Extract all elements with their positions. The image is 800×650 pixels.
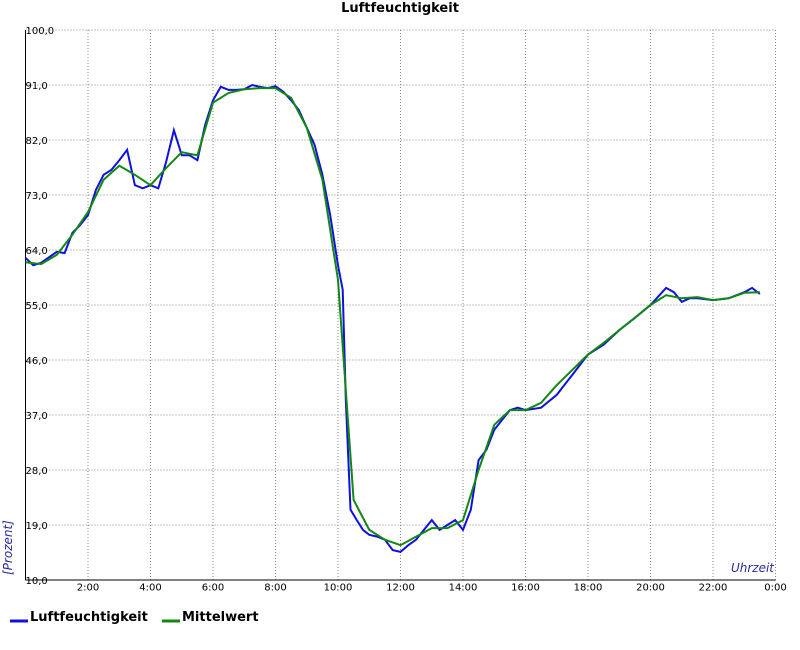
x-tick-label: 22:00 [699,582,728,593]
y-tick-label: 91,0 [26,81,48,92]
data-line [24,83,761,553]
x-tick-label: 4:00 [139,582,161,593]
y-tick-label: 28,0 [26,466,48,477]
y-tick-label: 46,0 [26,356,48,367]
legend-label: Mittelwert [182,610,259,625]
y-tick-label: 55,0 [26,301,48,312]
y-tick-label: 10,0 [26,576,48,587]
legend-label: Luftfeuchtigkeit [30,610,148,625]
y-tick-label: 73,0 [26,191,48,202]
x-tick-label: 2:00 [77,582,99,593]
x-tick-label: 14:00 [449,582,478,593]
x-tick-label: 10:00 [324,582,353,593]
y-tick-label: 82,0 [26,136,48,147]
y-tick-label: 37,0 [26,411,48,422]
y-axis-label: [Prozent] [1,520,15,575]
x-tick-label: 8:00 [264,582,286,593]
x-tick-label: 12:00 [386,582,415,593]
y-tick-label: 64,0 [26,246,48,257]
x-tick-label: 0:00 [764,582,786,593]
x-axis-label: Uhrzeit [731,561,775,575]
data-line [25,87,760,547]
x-tick-label: 20:00 [636,582,665,593]
x-tick-label: 16:00 [511,582,540,593]
chart-title: Luftfeuchtigkeit [341,1,459,16]
y-tick-label: 19,0 [26,521,48,532]
x-tick-label: 6:00 [202,582,224,593]
x-tick-label: 18:00 [574,582,603,593]
y-tick-label: 100,0 [26,26,55,37]
